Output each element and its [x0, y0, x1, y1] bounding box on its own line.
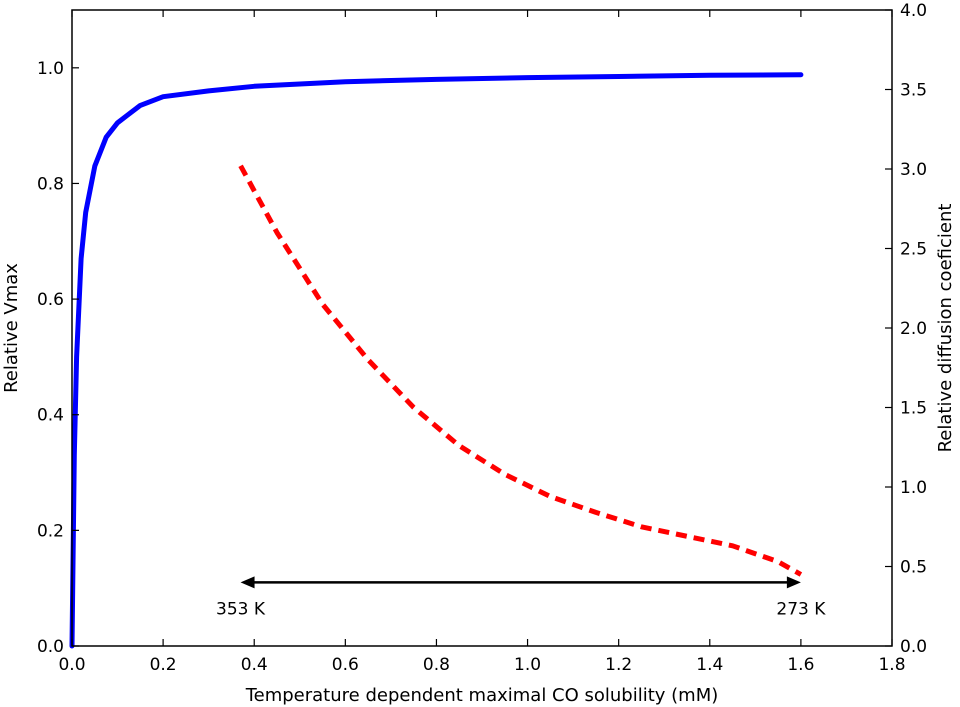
- y2-tick-label: 4.0: [900, 1, 927, 21]
- arrow-head-right: [786, 576, 801, 589]
- series-layer: [69, 72, 804, 649]
- ticks-layer: 0.0 0.2 0.4 0.6 0.8 1.0 1.2 1.4 1.6 1.80.00.20.40…: [37, 1, 927, 675]
- x-tick-label: 1.8: [878, 655, 905, 675]
- x-tick-label: 1.6: [787, 655, 814, 675]
- x-tick-label: 0.2: [150, 655, 177, 675]
- y-axis-title-right: Relative diffusion coeficient: [935, 204, 956, 453]
- y2-tick-label: 3.0: [900, 160, 927, 180]
- y2-tick-label: 2.0: [900, 319, 927, 339]
- arrow-head-left: [240, 576, 255, 589]
- x-tick-label: 1.4: [696, 655, 723, 675]
- y-axis-title-left: Relative Vmax: [1, 263, 22, 393]
- x-tick-label: 0.8: [423, 655, 450, 675]
- y2-tick-label: 1.5: [900, 399, 927, 419]
- y2-tick-label: 0.0: [900, 637, 927, 657]
- x-tick-label: 0.4: [241, 655, 268, 675]
- x-tick-label: 1.0: [514, 655, 541, 675]
- x-axis-title: Temperature dependent maximal CO solubil…: [245, 685, 719, 706]
- plot-frame: [71, 9, 893, 647]
- x-tick-label: 0.6: [332, 655, 359, 675]
- y-tick-label: 0.2: [37, 521, 64, 541]
- diffusion-series-line: [238, 164, 803, 577]
- y2-tick-label: 2.5: [900, 240, 927, 260]
- temperature-label: 353 K: [216, 599, 266, 619]
- y2-tick-label: 3.5: [900, 81, 927, 101]
- y-tick-label: 0.8: [37, 174, 64, 194]
- y2-tick-label: 1.0: [900, 478, 927, 498]
- x-tick-label: 1.2: [605, 655, 632, 675]
- y-tick-label: 0.6: [37, 290, 64, 310]
- y-tick-label: 1.0: [37, 59, 64, 79]
- y2-tick-label: 0.5: [900, 558, 927, 578]
- temperature-label: 273 K: [776, 599, 826, 619]
- x-tick-label: 0.0: [58, 655, 85, 675]
- y-tick-label: 0.0: [37, 637, 64, 657]
- annotation-layer: 353 K 273 K: [216, 576, 826, 619]
- y-tick-label: 0.4: [37, 406, 64, 426]
- vmax-series-line: [69, 72, 804, 649]
